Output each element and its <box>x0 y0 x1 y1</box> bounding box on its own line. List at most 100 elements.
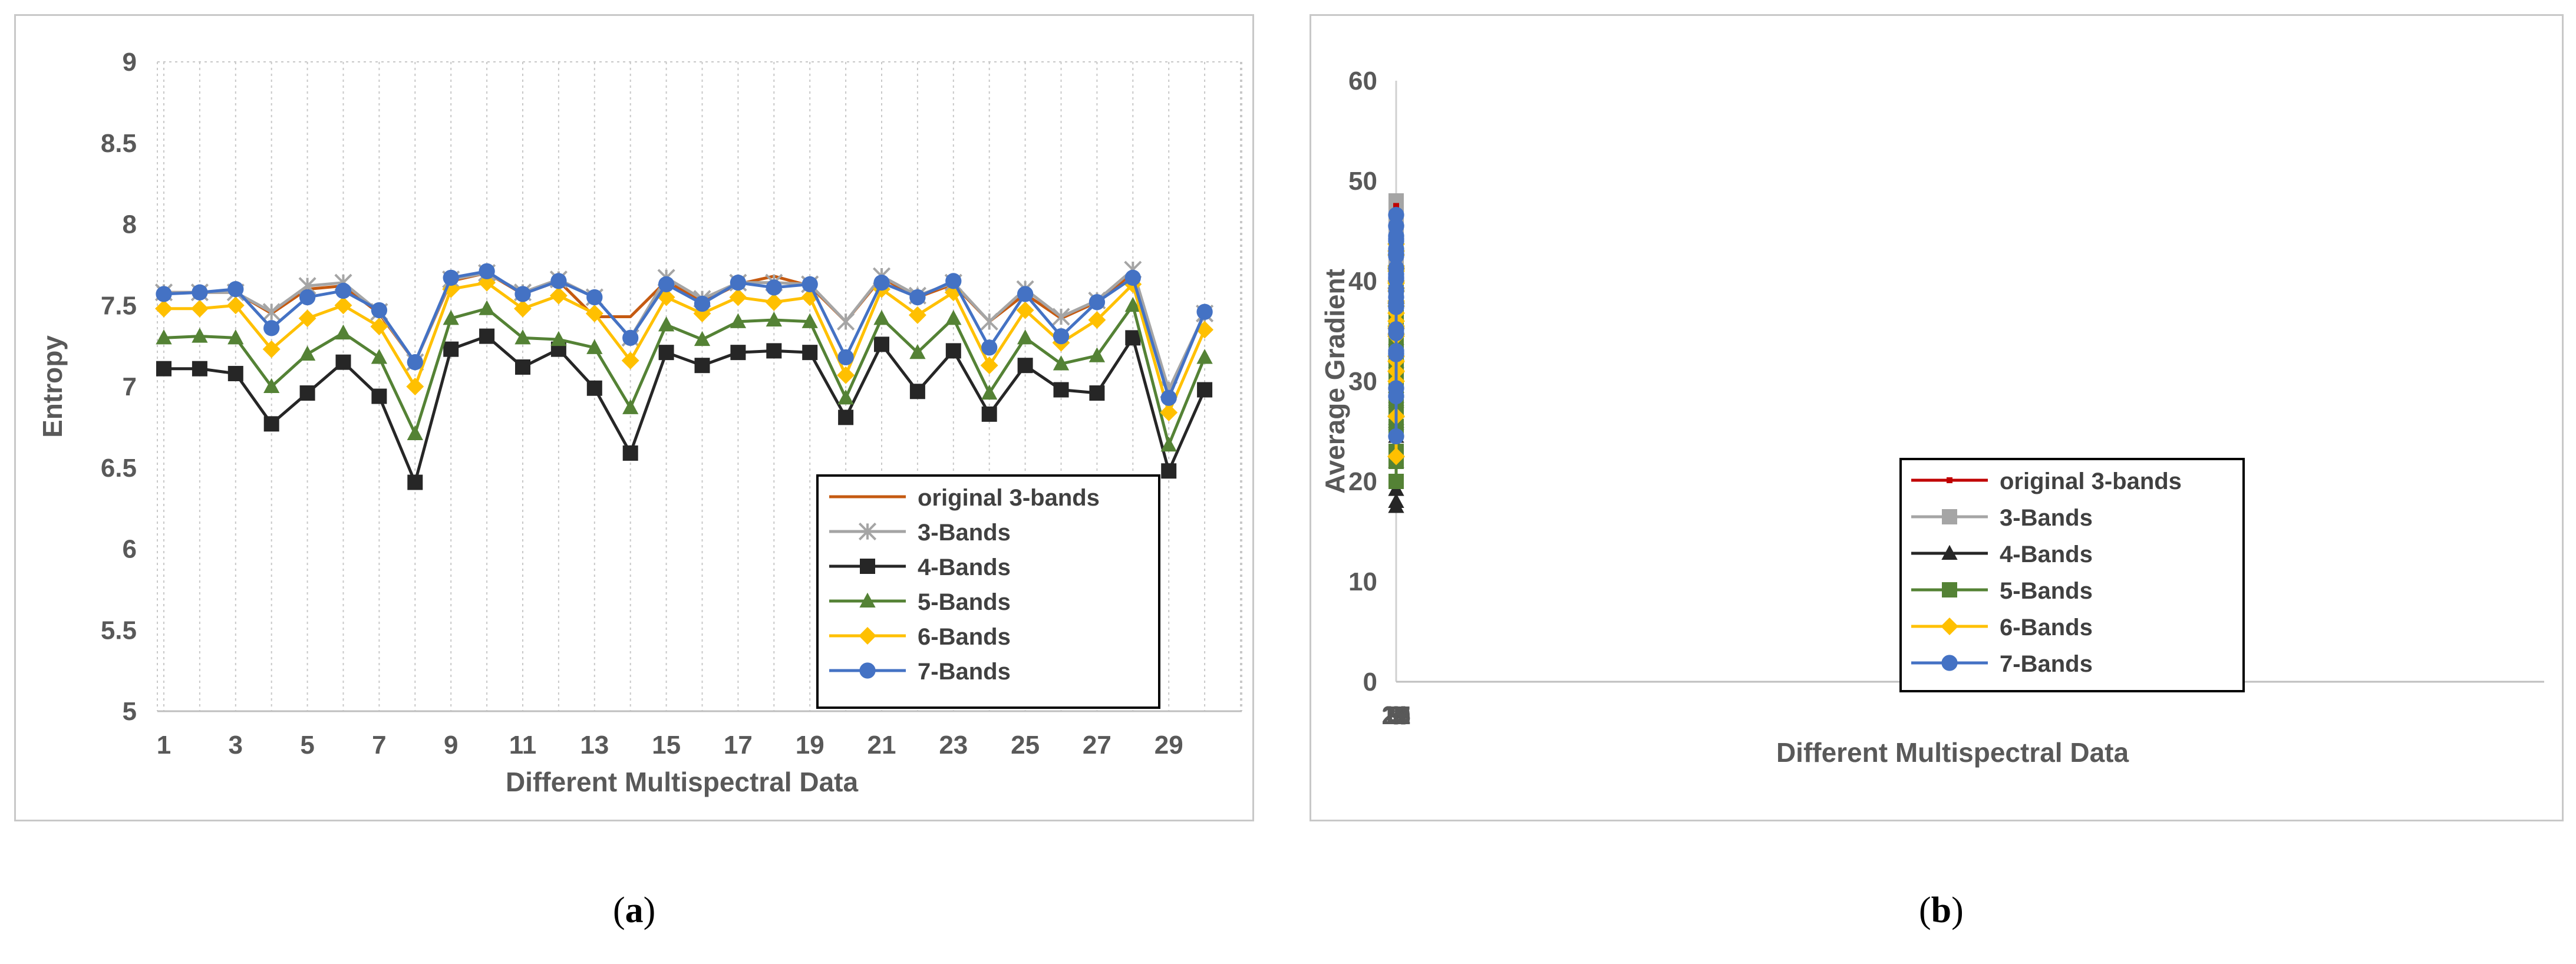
chart-b-x-tick-label: 13 <box>1382 701 1411 730</box>
chart-a-data-point <box>155 299 173 318</box>
chart-a-data-point <box>945 273 962 289</box>
chart-a-legend-marker <box>859 627 876 645</box>
chart-b-legend-label: 7-Bands <box>2000 651 2093 677</box>
chart-a-data-point <box>730 313 747 328</box>
chart-b-legend: original 3-bands 3-Bands 4-Bands 5-Bands 6-B… <box>1899 458 2245 692</box>
chart-a-y-axis-title: Entropy <box>37 335 68 438</box>
chart-a-x-tick-label: 19 <box>796 731 824 760</box>
chart-b-data-point <box>1388 260 1404 276</box>
chart-a-legend-label: 4-Bands <box>918 554 1011 580</box>
chart-a-data-point <box>1053 382 1069 398</box>
chart-b-data-point <box>1388 343 1404 359</box>
chart-b-legend-label: 6-Bands <box>2000 615 2093 641</box>
chart-a-x-tick-label: 23 <box>939 731 968 760</box>
chart-a-data-point <box>802 276 818 293</box>
chart-b-x-tick-label: 17 <box>1382 701 1411 730</box>
chart-a-y-ticks: 5 5.5 6 6.5 7 7.5 8 8.5 9 <box>101 48 137 726</box>
chart-b-x-tick-label: 27 <box>1382 701 1411 730</box>
chart-a-data-point <box>908 306 926 324</box>
chart-a-data-point <box>694 331 711 346</box>
chart-a-data-point <box>1016 301 1034 319</box>
chart-a-data-point <box>981 384 998 400</box>
chart-a-data-point <box>945 309 962 325</box>
subfigure-label-a: (a) <box>613 890 656 930</box>
chart-a-data-point <box>873 275 890 291</box>
chart-a-data-point <box>263 378 280 394</box>
entropy-chart: 55.566.577.588.591 3 5 7 9 11 13 15 17 19 21 23 25 27… <box>37 48 1242 797</box>
chart-b-legend-label: 4-Bands <box>2000 542 2093 567</box>
chart-a-legend-marker <box>859 592 876 608</box>
chart-a-data-point <box>766 279 782 296</box>
chart-a-x-axis-title: Different Multispectral Data <box>506 767 859 797</box>
chart-a-data-point <box>766 311 782 327</box>
chart-b-y-tick-label: 30 <box>1348 367 1377 396</box>
chart-a-data-point <box>658 276 675 293</box>
chart-a-data-point <box>730 345 746 361</box>
chart-a-series-5 <box>156 263 1213 406</box>
chart-a-data-point <box>837 389 854 405</box>
chart-b-y-tick-label: 0 <box>1363 668 1377 696</box>
chart-a-data-point <box>1089 385 1105 401</box>
chart-a-y-tick-label: 8.5 <box>101 129 137 158</box>
chart-a-data-point <box>1125 330 1141 346</box>
chart-a-legend-label: 5-Bands <box>918 589 1011 615</box>
chart-a-data-point <box>694 295 711 312</box>
chart-a-legend-label: 6-Bands <box>918 624 1011 650</box>
chart-a-data-point <box>299 289 316 306</box>
chart-a-data-point <box>693 305 711 322</box>
chart-b-x-tick-label: 11 <box>1383 701 1410 730</box>
chart-a-data-point <box>407 425 423 440</box>
chart-a-data-point <box>1196 349 1213 364</box>
chart-a-data-point <box>1161 463 1177 479</box>
chart-b-legend-box <box>1899 458 2245 692</box>
chart-a-data-point <box>586 289 603 306</box>
chart-a-data-point <box>478 273 496 292</box>
chart-b-legend-marker <box>1941 655 1958 671</box>
chart-a-data-point <box>837 366 855 384</box>
chart-b-data-point <box>1388 207 1404 223</box>
chart-a-y-tick-label: 5.5 <box>101 616 137 645</box>
chart-a-data-point <box>550 331 567 346</box>
chart-a-data-point <box>442 280 460 298</box>
chart-b-legend-label: 5-Bands <box>2000 578 2093 604</box>
chart-b-y-tick-label: 60 <box>1348 67 1377 95</box>
chart-a-data-point <box>1089 294 1106 311</box>
chart-a-data-point <box>1017 286 1034 302</box>
chart-a-y-tick-label: 8 <box>123 210 137 239</box>
chart-a-data-point <box>1124 296 1141 312</box>
chart-a-data-point <box>479 328 495 344</box>
chart-a-data-point <box>299 385 315 401</box>
chart-b-data-point <box>1388 289 1404 305</box>
chart-a-data-point <box>981 339 998 356</box>
chart-b-y-tick-label: 50 <box>1348 167 1377 196</box>
chart-a-x-tick-label: 17 <box>724 731 753 760</box>
chart-a-data-point <box>262 303 281 321</box>
chart-a-data-point <box>479 300 495 315</box>
chart-a-data-point <box>945 343 961 359</box>
chart-a-series-2 <box>156 328 1213 490</box>
chart-a-data-point <box>694 358 710 374</box>
chart-b-x-tick-label: 15 <box>1382 701 1411 730</box>
chart-a-series-line <box>163 303 1206 447</box>
chart-a-data-point <box>874 336 889 352</box>
chart-a-data-point <box>658 316 675 332</box>
chart-b-legend-marker <box>1941 544 1958 560</box>
chart-a-data-point <box>622 399 639 414</box>
chart-a-data-point <box>730 275 747 291</box>
chart-a-data-point <box>227 365 243 381</box>
chart-a-x-tick-label: 1 <box>157 731 171 760</box>
chart-a-data-point <box>550 273 567 289</box>
chart-a-data-point <box>980 356 998 375</box>
chart-b-legend-marker <box>1942 509 1957 524</box>
chart-a-data-point <box>1089 347 1106 362</box>
chart-a-data-point <box>1017 358 1033 374</box>
chart-b-data-point <box>1388 498 1404 513</box>
chart-a-x-tick-label: 29 <box>1155 731 1183 760</box>
chart-b-x-tick-label: 5 <box>1389 701 1403 730</box>
chart-a-data-point <box>335 354 351 370</box>
chart-a-data-point <box>1196 303 1213 320</box>
chart-a-data-point <box>156 286 172 302</box>
chart-b-y-axis-title: Average Gradient <box>1320 269 1350 494</box>
chart-a-legend-label: 7-Bands <box>918 659 1011 685</box>
